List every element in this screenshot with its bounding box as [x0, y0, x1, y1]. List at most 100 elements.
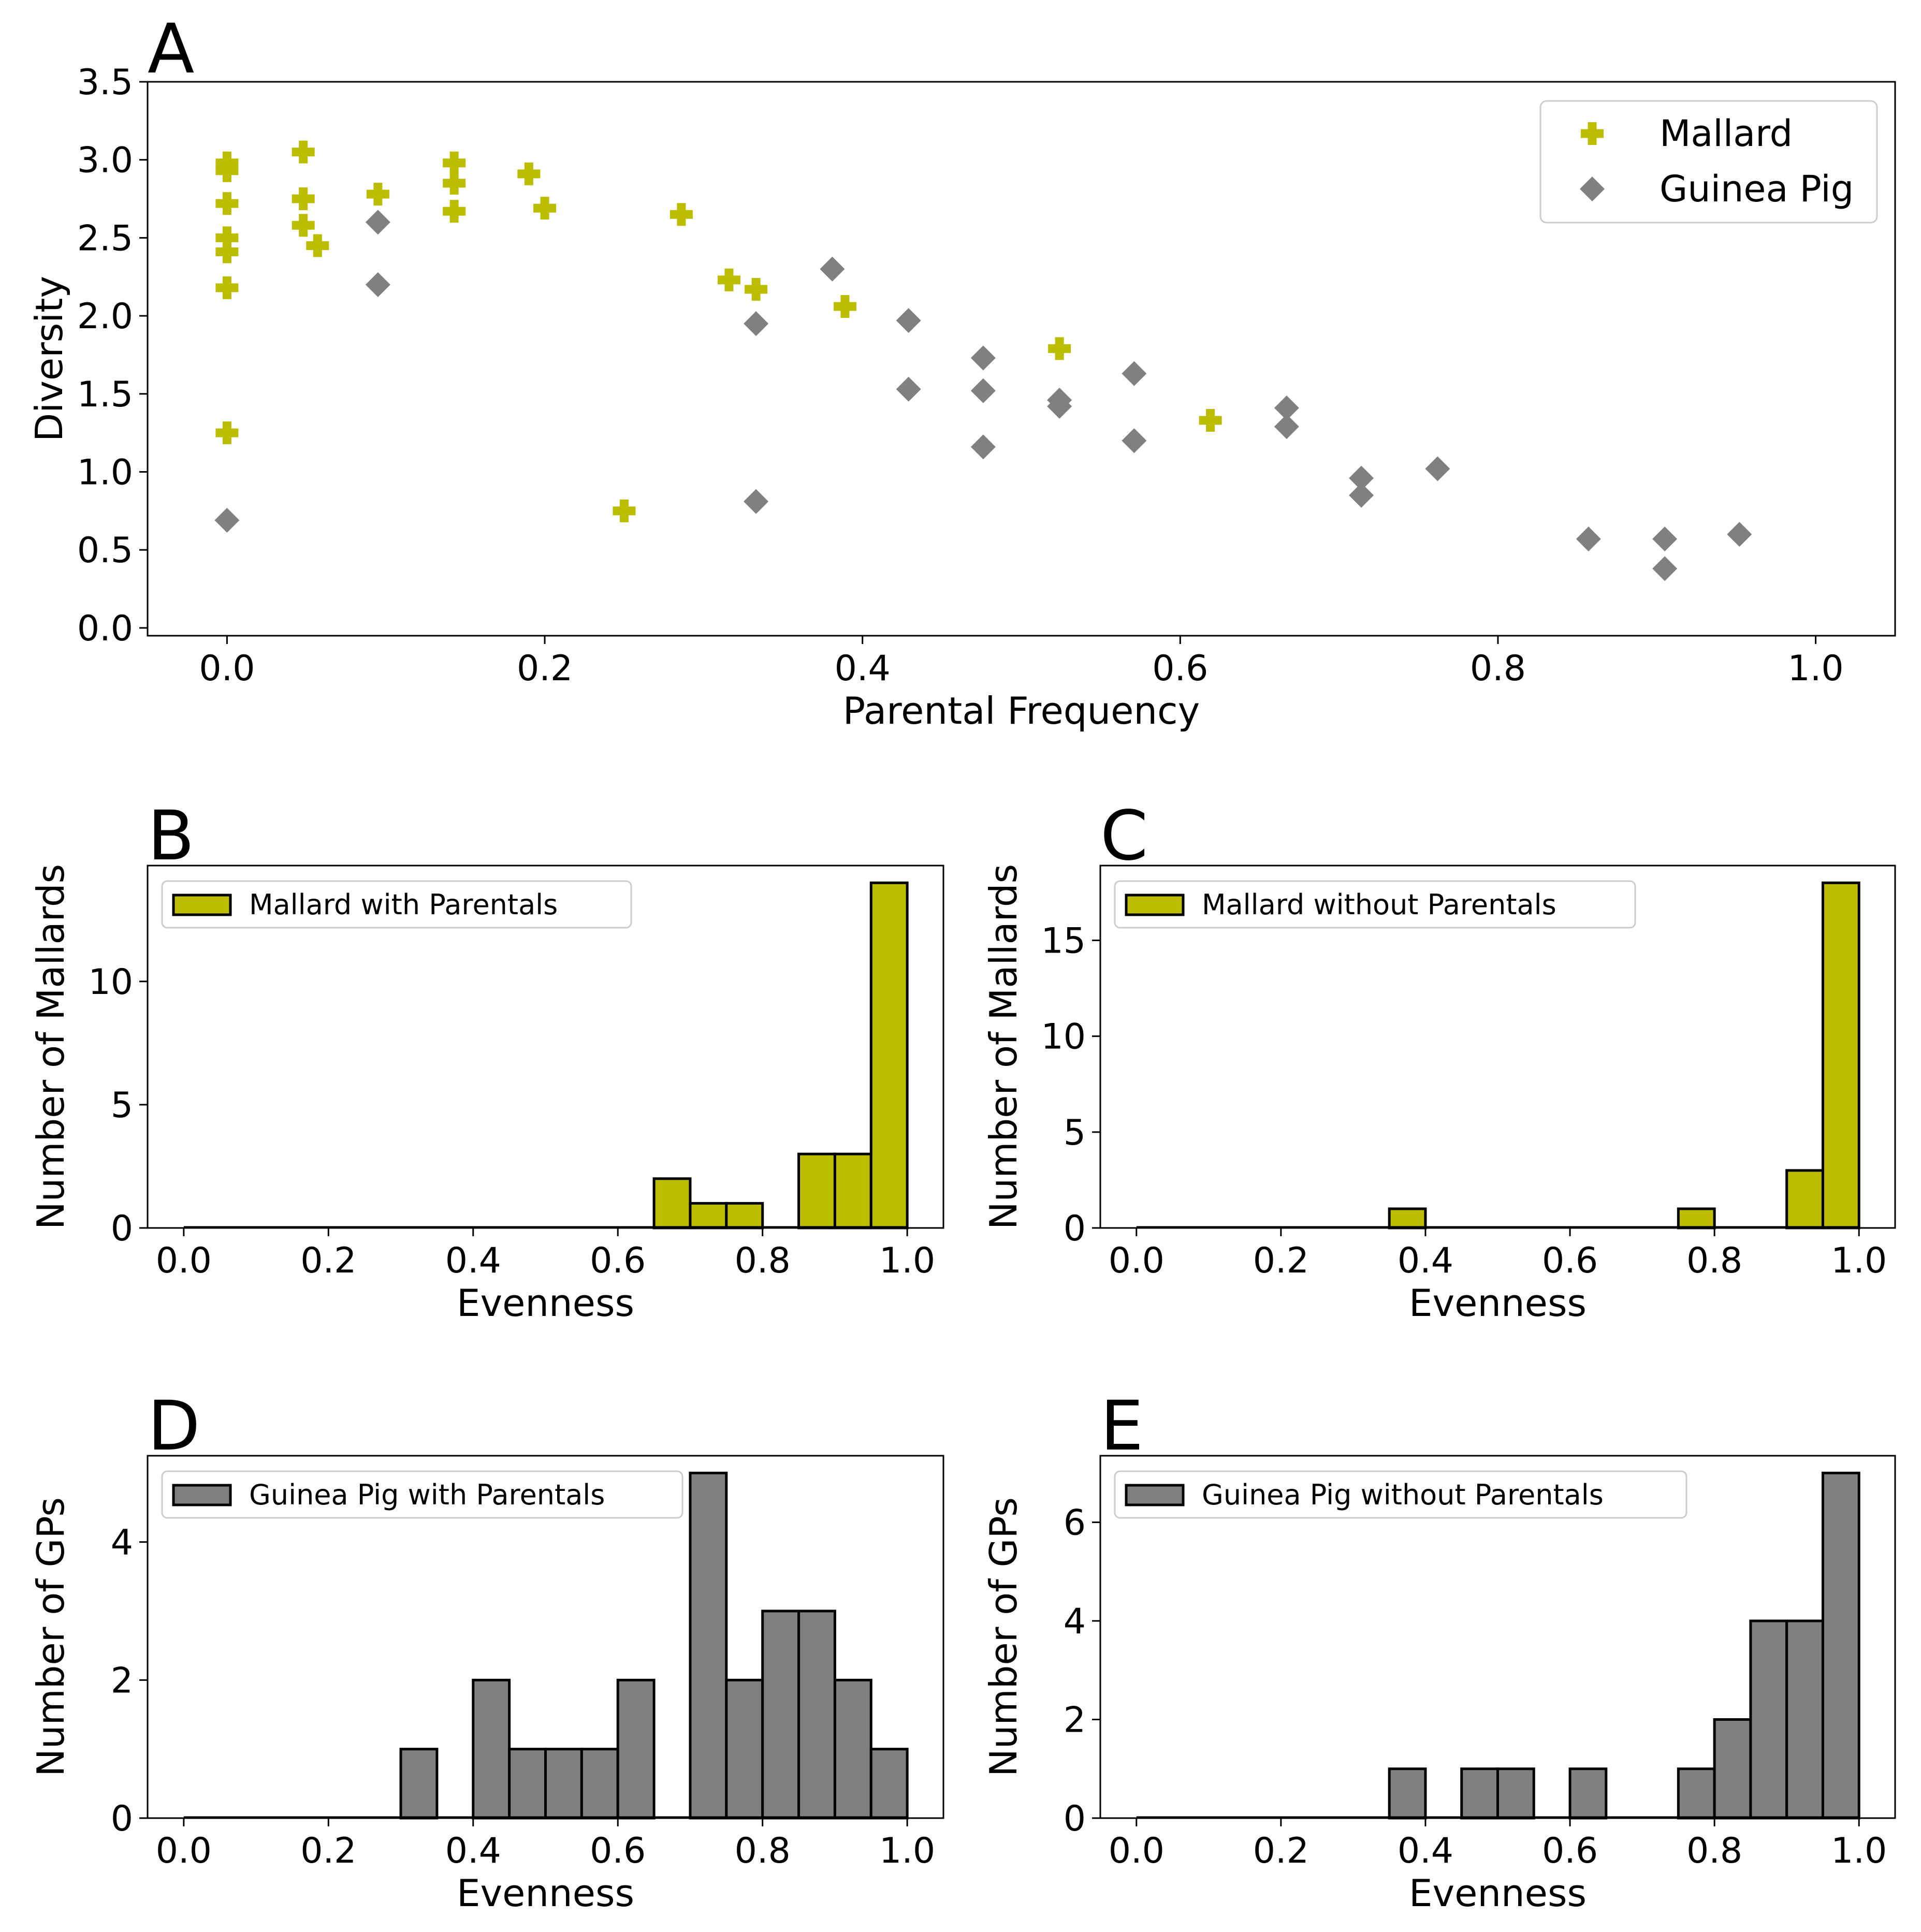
x-axis-label: Evenness	[1409, 1281, 1587, 1325]
histogram-bar	[869, 1748, 909, 1820]
y-tick-label: 0	[1064, 1208, 1086, 1249]
mallard-point	[306, 234, 329, 257]
y-axis-label: Diversity	[27, 276, 71, 442]
y-tick-label: 0	[1064, 1798, 1086, 1839]
legend-mallard-marker	[1581, 122, 1604, 145]
x-tick-label: 0.6	[1542, 1240, 1598, 1281]
mallard-point	[670, 203, 693, 226]
x-axis-label: Parental Frequency	[843, 689, 1200, 733]
histogram-bar	[689, 1471, 728, 1820]
y-axis-label: Number of Mallards	[29, 864, 72, 1230]
mallard-point	[215, 192, 239, 215]
histogram-bar	[833, 1152, 872, 1230]
mallard-point	[292, 187, 315, 211]
guinea-pig-point	[1349, 482, 1374, 508]
x-axis-label: Evenness	[1409, 1871, 1587, 1915]
mallard-point	[366, 183, 389, 206]
legend-box	[1114, 880, 1636, 929]
x-tick-label: 0.6	[1152, 648, 1208, 689]
y-tick-label: 6	[1064, 1503, 1086, 1544]
x-tick-label: 0.0	[156, 1831, 212, 1871]
guinea-pig-point	[1047, 393, 1072, 419]
mallard-point	[1199, 409, 1222, 432]
histogram-bar	[1388, 1767, 1427, 1820]
histogram-bar	[1460, 1767, 1500, 1820]
mallard-point	[533, 197, 557, 220]
guinea-pig-point	[970, 434, 996, 460]
y-tick-label: 0.0	[77, 608, 133, 649]
mallard-point	[215, 226, 239, 250]
mallard-point	[443, 171, 466, 195]
histogram-bar	[761, 1609, 801, 1820]
y-tick-label: 2	[111, 1660, 133, 1701]
histogram-bar	[472, 1678, 511, 1820]
guinea-pig-point	[1122, 428, 1147, 453]
x-tick-label: 0.2	[1253, 1240, 1309, 1281]
x-tick-label: 0.0	[199, 648, 255, 689]
histogram-bar	[797, 1152, 836, 1230]
legend-mallard-label: Mallard	[1660, 112, 1793, 155]
x-axis-label: Evenness	[457, 1871, 634, 1915]
histogram-bar	[544, 1748, 583, 1820]
histogram-bar	[1496, 1767, 1535, 1820]
y-tick-label: 2.5	[77, 218, 133, 259]
histogram-bar	[1749, 1619, 1788, 1820]
y-tick-label: 3.5	[77, 62, 133, 103]
histogram-bar	[1821, 881, 1860, 1230]
y-tick-label: 4	[1064, 1601, 1086, 1642]
histogram-bar	[652, 1177, 692, 1230]
legend-box	[161, 880, 632, 929]
guinea-pig-point	[1425, 456, 1450, 481]
x-tick-label: 0.6	[1542, 1831, 1598, 1871]
legend-swatch	[1125, 894, 1185, 916]
histogram-bar	[1821, 1471, 1860, 1820]
y-axis-label: Number of Mallards	[982, 864, 1025, 1230]
guinea-pig-point	[214, 507, 240, 533]
guinea-pig-point	[820, 256, 845, 282]
histogram-bar	[1785, 1169, 1824, 1230]
y-tick-label: 0	[111, 1208, 133, 1249]
legend-label: Guinea Pig with Parentals	[249, 1479, 605, 1511]
guinea-pig-point	[970, 378, 996, 403]
mallard-point	[1048, 337, 1071, 360]
y-axis-label: Number of GPs	[982, 1497, 1025, 1777]
legend-guinea-pig-marker	[1580, 177, 1605, 201]
guinea-pig-point	[1349, 465, 1374, 491]
histogram-panel-b: 0.0 0.2 0.4 0.6 0.8 1.0 0 5 10 Evenness Number of …	[29, 864, 944, 1325]
legend-guinea-pig-label: Guinea Pig	[1660, 168, 1854, 210]
x-tick-label: 0.4	[835, 648, 891, 689]
histogram-bar	[1677, 1207, 1716, 1230]
histogram-bar	[508, 1748, 547, 1820]
x-tick-label: 0.6	[590, 1831, 646, 1871]
guinea-pig-point	[896, 308, 921, 333]
y-tick-label: 4	[111, 1523, 133, 1563]
y-tick-label: 15	[1041, 920, 1086, 961]
panel-letter-d: D	[148, 1386, 200, 1466]
guinea-pig-point	[1652, 556, 1678, 581]
histogram-bar	[1677, 1767, 1716, 1820]
histogram-bar	[1568, 1767, 1608, 1820]
mallard-point	[443, 200, 466, 223]
x-tick-label: 1.0	[1788, 648, 1844, 689]
legend-swatch	[172, 1484, 232, 1506]
x-tick-label: 0.8	[1686, 1240, 1742, 1281]
y-tick-label: 1.5	[77, 374, 133, 415]
guinea-pig-point	[1652, 526, 1678, 552]
histogram-bar	[580, 1748, 619, 1820]
legend-box	[1539, 100, 1878, 224]
x-tick-label: 0.0	[1109, 1831, 1165, 1871]
mallard-point	[292, 140, 315, 164]
guinea-pig-point	[1274, 414, 1299, 440]
x-tick-label: 0.2	[517, 648, 573, 689]
y-tick-label: 5	[1064, 1113, 1086, 1153]
x-tick-label: 0.2	[300, 1831, 356, 1871]
x-tick-label: 1.0	[879, 1831, 935, 1871]
mallard-point	[745, 277, 768, 301]
legend-box	[161, 1470, 683, 1519]
x-tick-label: 0.2	[1253, 1831, 1309, 1871]
x-tick-label: 1.0	[879, 1240, 935, 1281]
mallard-point	[215, 159, 239, 182]
plot-frame	[147, 865, 944, 1229]
